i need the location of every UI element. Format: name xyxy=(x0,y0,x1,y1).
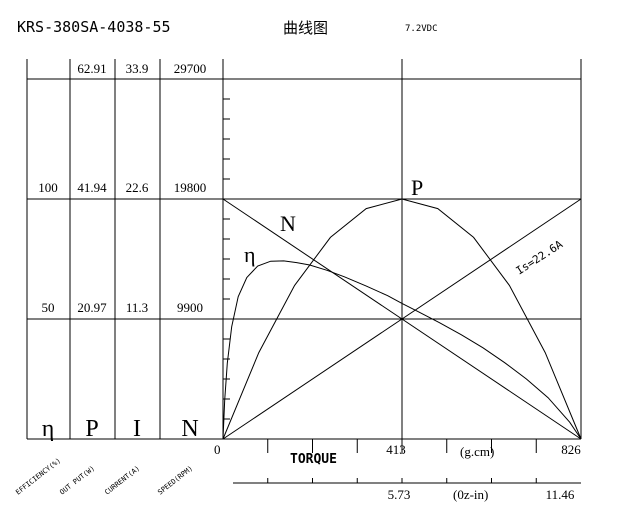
table-value: 22.6 xyxy=(126,180,149,195)
curve-label-eta: η xyxy=(244,242,256,267)
curve-efficiency xyxy=(222,260,582,440)
table-value: 50 xyxy=(42,300,55,315)
curve-p xyxy=(222,198,582,440)
x-tick-label: 826 xyxy=(561,442,581,457)
x2-axis-unit: (0z-in) xyxy=(453,487,488,502)
table-value: 41.94 xyxy=(77,180,107,195)
table-value: 62.91 xyxy=(77,61,106,76)
chart-series xyxy=(222,198,582,440)
x2-tick-label: 5.73 xyxy=(388,487,411,502)
curve-label-p: P xyxy=(411,175,423,200)
table-value: 11.3 xyxy=(126,300,148,315)
x-tick-label: 413 xyxy=(386,442,406,457)
left-scale-table: 100 50 η EFFICIENCY(%) 62.91 41.94 20.97 P OUT P… xyxy=(14,61,206,497)
column-symbol: P xyxy=(85,416,98,442)
column-symbol: I xyxy=(133,416,141,442)
model-number: KRS-380SA-4038-55 xyxy=(17,18,171,36)
voltage-label: 7.2VDC xyxy=(405,24,438,34)
column-axis-label: EFFICIENCY(%) xyxy=(14,457,62,497)
curve-label-n: N xyxy=(280,211,296,236)
table-value: 100 xyxy=(38,180,58,195)
chart-labels: N Pη Is=22.6A 0 413 826 TORQUE (g.cm) 5.73 11.46 (… xyxy=(214,175,581,502)
table-value: 20.97 xyxy=(77,300,107,315)
chart-title: 曲线图 xyxy=(283,19,329,37)
x-axis-title: TORQUE xyxy=(290,452,337,467)
table-value: 33.9 xyxy=(126,61,149,76)
table-value: 9900 xyxy=(177,300,203,315)
column-symbol: η xyxy=(42,416,55,442)
column-symbol: N xyxy=(181,416,198,442)
x-axis-unit: (g.cm) xyxy=(460,444,494,459)
table-value: 29700 xyxy=(174,61,207,76)
curve-i xyxy=(222,198,582,440)
chart-grid xyxy=(26,59,582,484)
x-tick-label: 0 xyxy=(214,442,221,457)
column-axis-label: SPEED(RPM) xyxy=(156,464,194,496)
curve-label-current: Is=22.6A xyxy=(514,238,566,278)
table-value: 19800 xyxy=(174,180,207,195)
column-axis-label: OUT PUT(W) xyxy=(58,464,96,496)
x2-tick-label: 11.46 xyxy=(546,487,575,502)
column-axis-label: CURRENT(A) xyxy=(103,464,141,496)
